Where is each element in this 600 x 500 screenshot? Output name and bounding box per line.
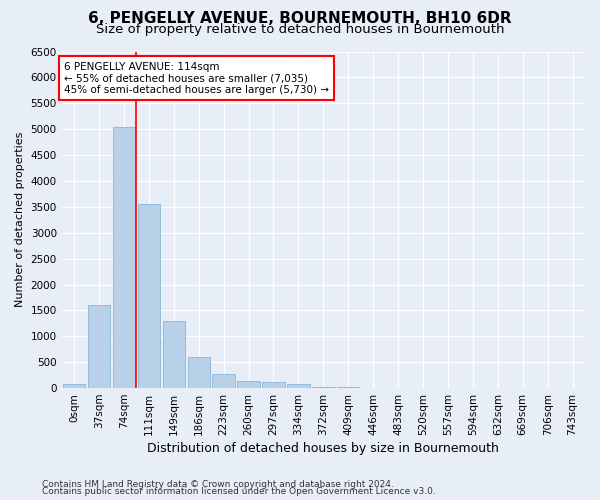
Text: Contains public sector information licensed under the Open Government Licence v3: Contains public sector information licen…: [42, 488, 436, 496]
Bar: [137, 204, 160, 388]
Text: 6 PENGELLY AVENUE: 114sqm
← 55% of detached houses are smaller (7,035)
45% of se: 6 PENGELLY AVENUE: 114sqm ← 55% of detac…: [64, 62, 329, 95]
Bar: [113, 126, 135, 388]
Bar: [312, 386, 335, 388]
Bar: [238, 382, 260, 388]
Bar: [163, 321, 185, 388]
Bar: [287, 384, 310, 388]
Bar: [188, 357, 210, 388]
Bar: [63, 384, 85, 388]
Text: 6, PENGELLY AVENUE, BOURNEMOUTH, BH10 6DR: 6, PENGELLY AVENUE, BOURNEMOUTH, BH10 6D…: [88, 11, 512, 26]
Bar: [88, 305, 110, 388]
Text: Size of property relative to detached houses in Bournemouth: Size of property relative to detached ho…: [96, 22, 504, 36]
Y-axis label: Number of detached properties: Number of detached properties: [15, 132, 25, 308]
Bar: [262, 382, 285, 388]
Text: Contains HM Land Registry data © Crown copyright and database right 2024.: Contains HM Land Registry data © Crown c…: [42, 480, 394, 489]
Bar: [212, 374, 235, 388]
X-axis label: Distribution of detached houses by size in Bournemouth: Distribution of detached houses by size …: [148, 442, 499, 455]
